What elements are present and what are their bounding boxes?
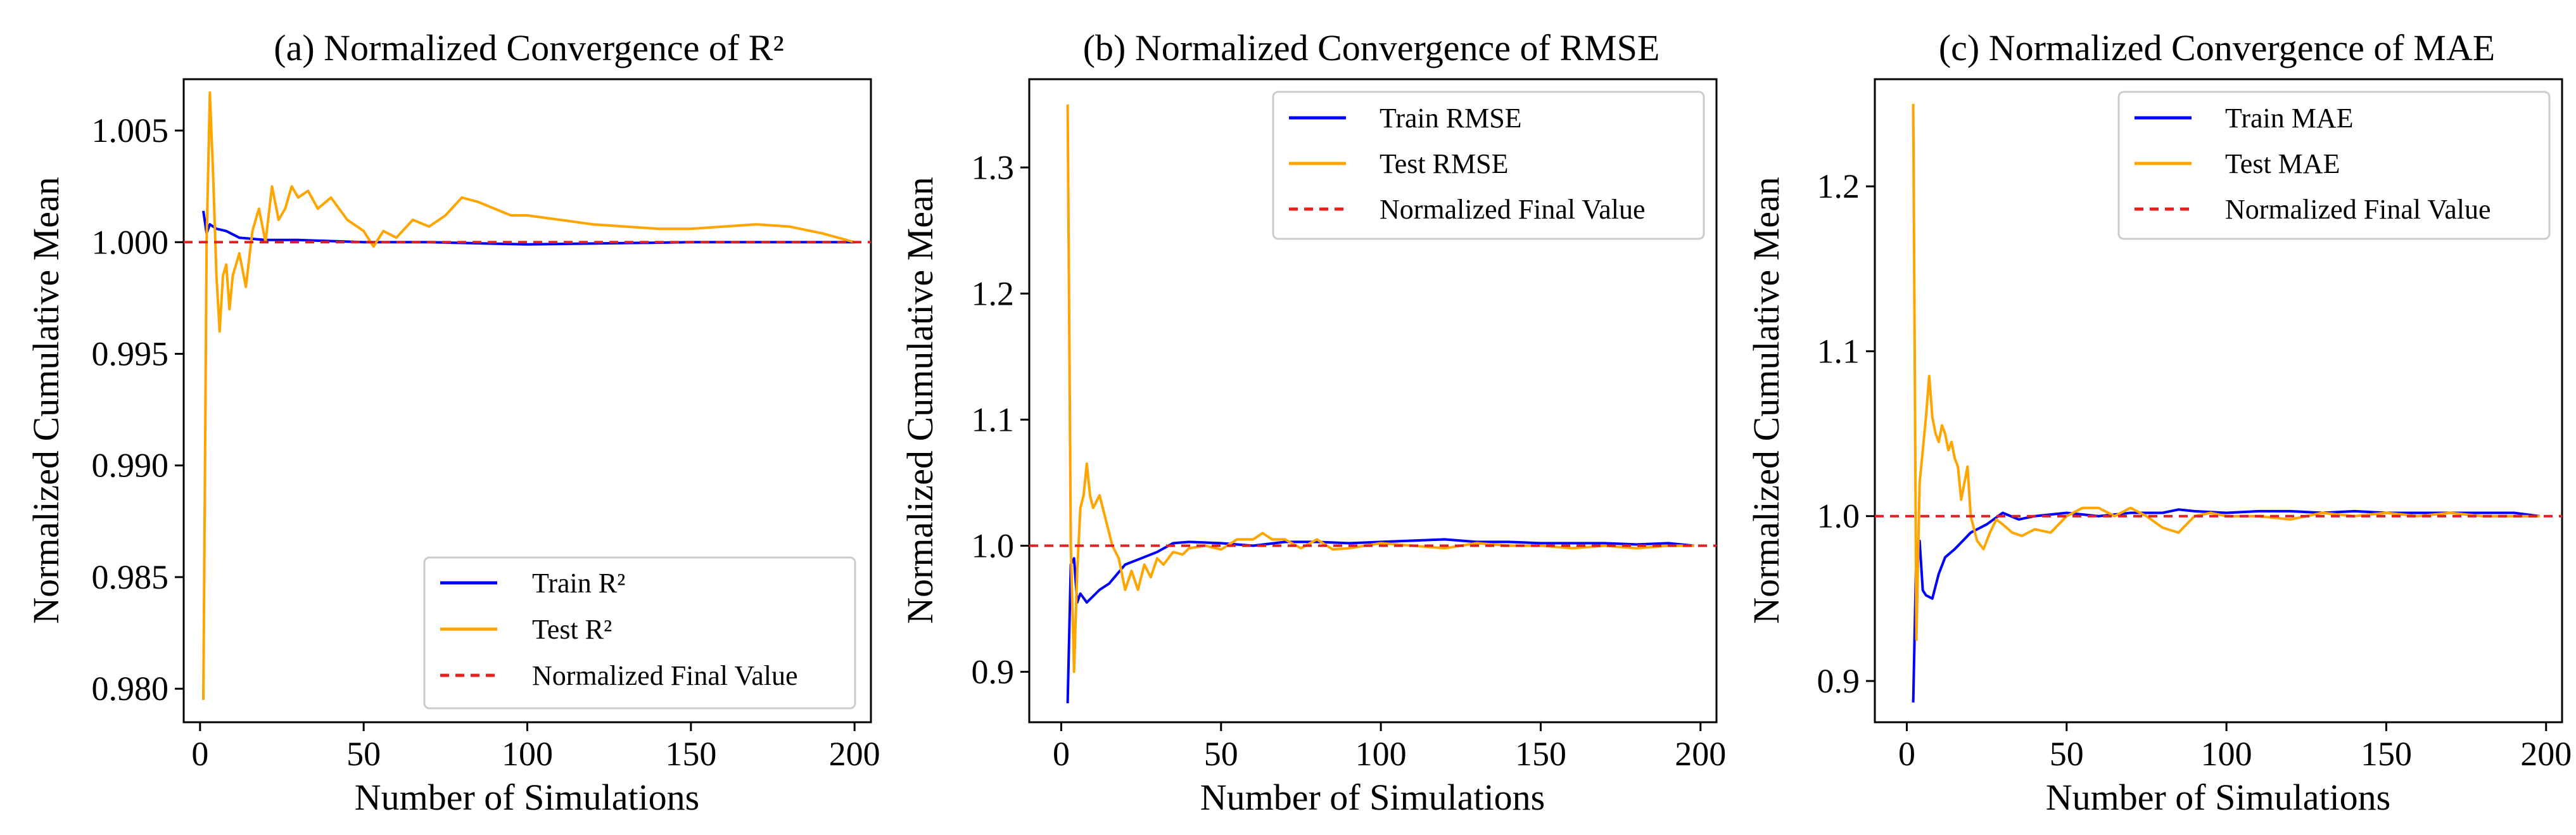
y-axis-label: Normalized Cumulative Mean: [25, 177, 67, 623]
x-tick-label: 200: [1675, 735, 1726, 773]
test-series-line: [1912, 103, 2540, 641]
x-tick-label: 200: [2520, 735, 2572, 773]
y-tick-label: 1.1: [972, 400, 1015, 438]
x-tick-label: 0: [191, 735, 208, 773]
y-axis-label: Normalized Cumulative Mean: [899, 177, 941, 623]
y-tick-label: 0.980: [92, 670, 169, 708]
plot-lines: [1875, 103, 2562, 703]
x-tick-label: 0: [1053, 735, 1070, 773]
legend-label-final: Normalized Final Value: [1380, 194, 1646, 225]
chart-title: (b) Normalized Convergence of RMSE: [1083, 27, 1660, 68]
y-tick-label: 1.0: [972, 526, 1015, 564]
legend-label-train: Train R²: [532, 568, 625, 599]
x-tick-label: 0: [1898, 735, 1915, 773]
train-series-line: [1066, 538, 1694, 704]
y-tick-label: 1.2: [1817, 167, 1860, 205]
x-tick-label: 50: [2050, 735, 2084, 773]
panel-mae: (c) Normalized Convergence of MAE 0 50 100…: [1746, 27, 2572, 818]
y-tick-label: 0.995: [92, 335, 169, 373]
plot-lines: [1029, 104, 1716, 704]
x-tick-label: 200: [829, 735, 880, 773]
y-axis: 0.980 0.985 0.990 0.995 1.000 1.005: [92, 112, 184, 708]
y-tick-label: 0.9: [1817, 662, 1860, 700]
x-tick-label: 150: [2361, 735, 2412, 773]
test-series-line: [202, 91, 855, 700]
legend-box: [2117, 91, 2551, 240]
legend-label-final: Normalized Final Value: [532, 660, 798, 691]
legend-label-test: Test RMSE: [1380, 148, 1509, 179]
y-tick-label: 1.2: [972, 274, 1015, 312]
y-axis: 0.9 1.0 1.1 1.2 1.3: [972, 148, 1029, 691]
panel-rmse: (b) Normalized Convergence of RMSE 0 50 10…: [899, 27, 1726, 818]
legend-label-train: Train RMSE: [1380, 103, 1522, 134]
y-tick-label: 1.005: [92, 112, 169, 150]
legend: Train R² Test R² Normalized Final Value: [423, 556, 856, 710]
x-axis-label: Number of Simulations: [2046, 777, 2391, 818]
x-tick-label: 50: [1204, 735, 1238, 773]
x-tick-label: 100: [2201, 735, 2252, 773]
legend-box: [1272, 91, 1705, 240]
chart-title: (c) Normalized Convergence of MAE: [1939, 27, 2495, 68]
x-tick-label: 100: [502, 735, 553, 773]
x-tick-label: 150: [1515, 735, 1566, 773]
legend-label-test: Test MAE: [2225, 148, 2340, 179]
y-tick-label: 1.3: [972, 148, 1015, 186]
x-axis: 0 50 100 150 200: [1898, 722, 2572, 773]
y-tick-label: 1.000: [92, 223, 169, 261]
plot-area: [1874, 78, 2563, 723]
y-axis: 0.9 1.0 1.1 1.2: [1817, 167, 1875, 700]
chart-title: (a) Normalized Convergence of R²: [274, 27, 784, 68]
y-tick-label: 0.9: [972, 653, 1015, 691]
legend: Train RMSE Test RMSE Normalized Final Va…: [1272, 91, 1705, 240]
y-tick-label: 0.985: [92, 558, 169, 596]
x-axis: 0 50 100 150 200: [191, 722, 880, 773]
y-tick-label: 1.1: [1817, 332, 1860, 370]
x-axis: 0 50 100 150 200: [1053, 722, 1726, 773]
y-axis-label: Normalized Cumulative Mean: [1746, 177, 1787, 623]
x-tick-label: 50: [346, 735, 381, 773]
x-axis-label: Number of Simulations: [355, 777, 700, 818]
x-axis-label: Number of Simulations: [1200, 777, 1545, 818]
legend-label-test: Test R²: [532, 614, 612, 645]
legend-box: [423, 556, 856, 710]
legend-label-final: Normalized Final Value: [2225, 194, 2491, 225]
x-tick-label: 100: [1355, 735, 1407, 773]
plot-area: [1028, 78, 1718, 723]
train-series-line: [1912, 508, 2540, 703]
y-tick-label: 1.0: [1817, 497, 1860, 535]
legend-label-train: Train MAE: [2225, 103, 2354, 134]
x-tick-label: 150: [665, 735, 716, 773]
panel-r2: (a) Normalized Convergence of R² 0 50 100 1…: [25, 27, 880, 818]
legend: Train MAE Test MAE Normalized Final Valu…: [2117, 91, 2551, 240]
plot-lines: [184, 91, 871, 700]
y-tick-label: 0.990: [92, 447, 169, 485]
